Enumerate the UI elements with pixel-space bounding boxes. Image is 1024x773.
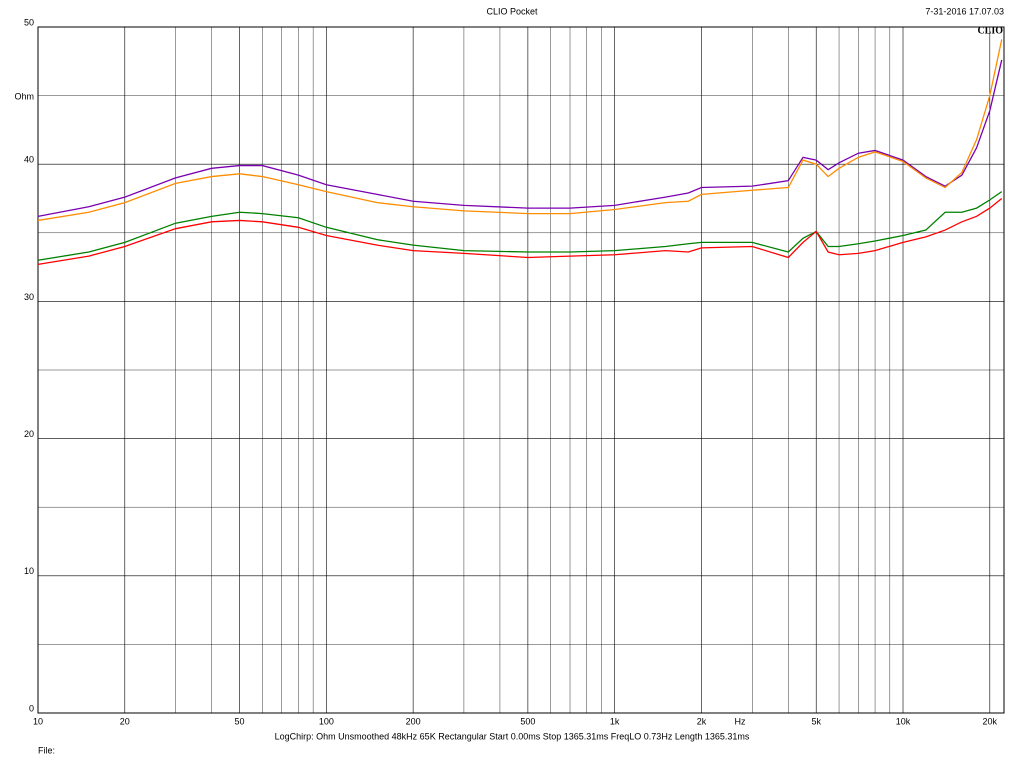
y-tick-label: 30: [24, 292, 34, 302]
x-axis-label: Hz: [735, 716, 746, 726]
y-tick-label: 0: [29, 703, 34, 713]
timestamp: 7-31-2016 17.07.03: [925, 6, 1004, 16]
x-tick-label: 2k: [697, 716, 707, 726]
series-line: [37, 191, 1003, 261]
x-tick-label: 50: [235, 716, 245, 726]
y-tick-label: 50: [24, 17, 34, 27]
x-tick-label: 500: [520, 716, 535, 726]
x-tick-label: 1k: [610, 716, 620, 726]
x-tick-label: 20: [120, 716, 130, 726]
chart-title: CLIO Pocket: [486, 6, 538, 16]
x-tick-label: 10: [33, 716, 43, 726]
y-tick-label: 40: [24, 155, 34, 165]
file-label: File:: [38, 745, 55, 755]
y-tick-label: 10: [24, 566, 34, 576]
y-tick-label: 20: [24, 429, 34, 439]
logo: CLIO: [977, 25, 1003, 36]
series-line: [37, 39, 1003, 222]
series-line: [37, 197, 1003, 266]
x-tick-label: 100: [319, 716, 334, 726]
footer: LogChirp: Ohm Unsmoothed 48kHz 65K Recta…: [275, 731, 750, 741]
y-axis-label: Ohm: [14, 91, 34, 101]
x-tick-label: 5k: [811, 716, 821, 726]
x-tick-label: 20k: [983, 716, 998, 726]
x-tick-label: 10k: [896, 716, 911, 726]
series-line: [37, 59, 1003, 217]
x-tick-label: 200: [406, 716, 421, 726]
